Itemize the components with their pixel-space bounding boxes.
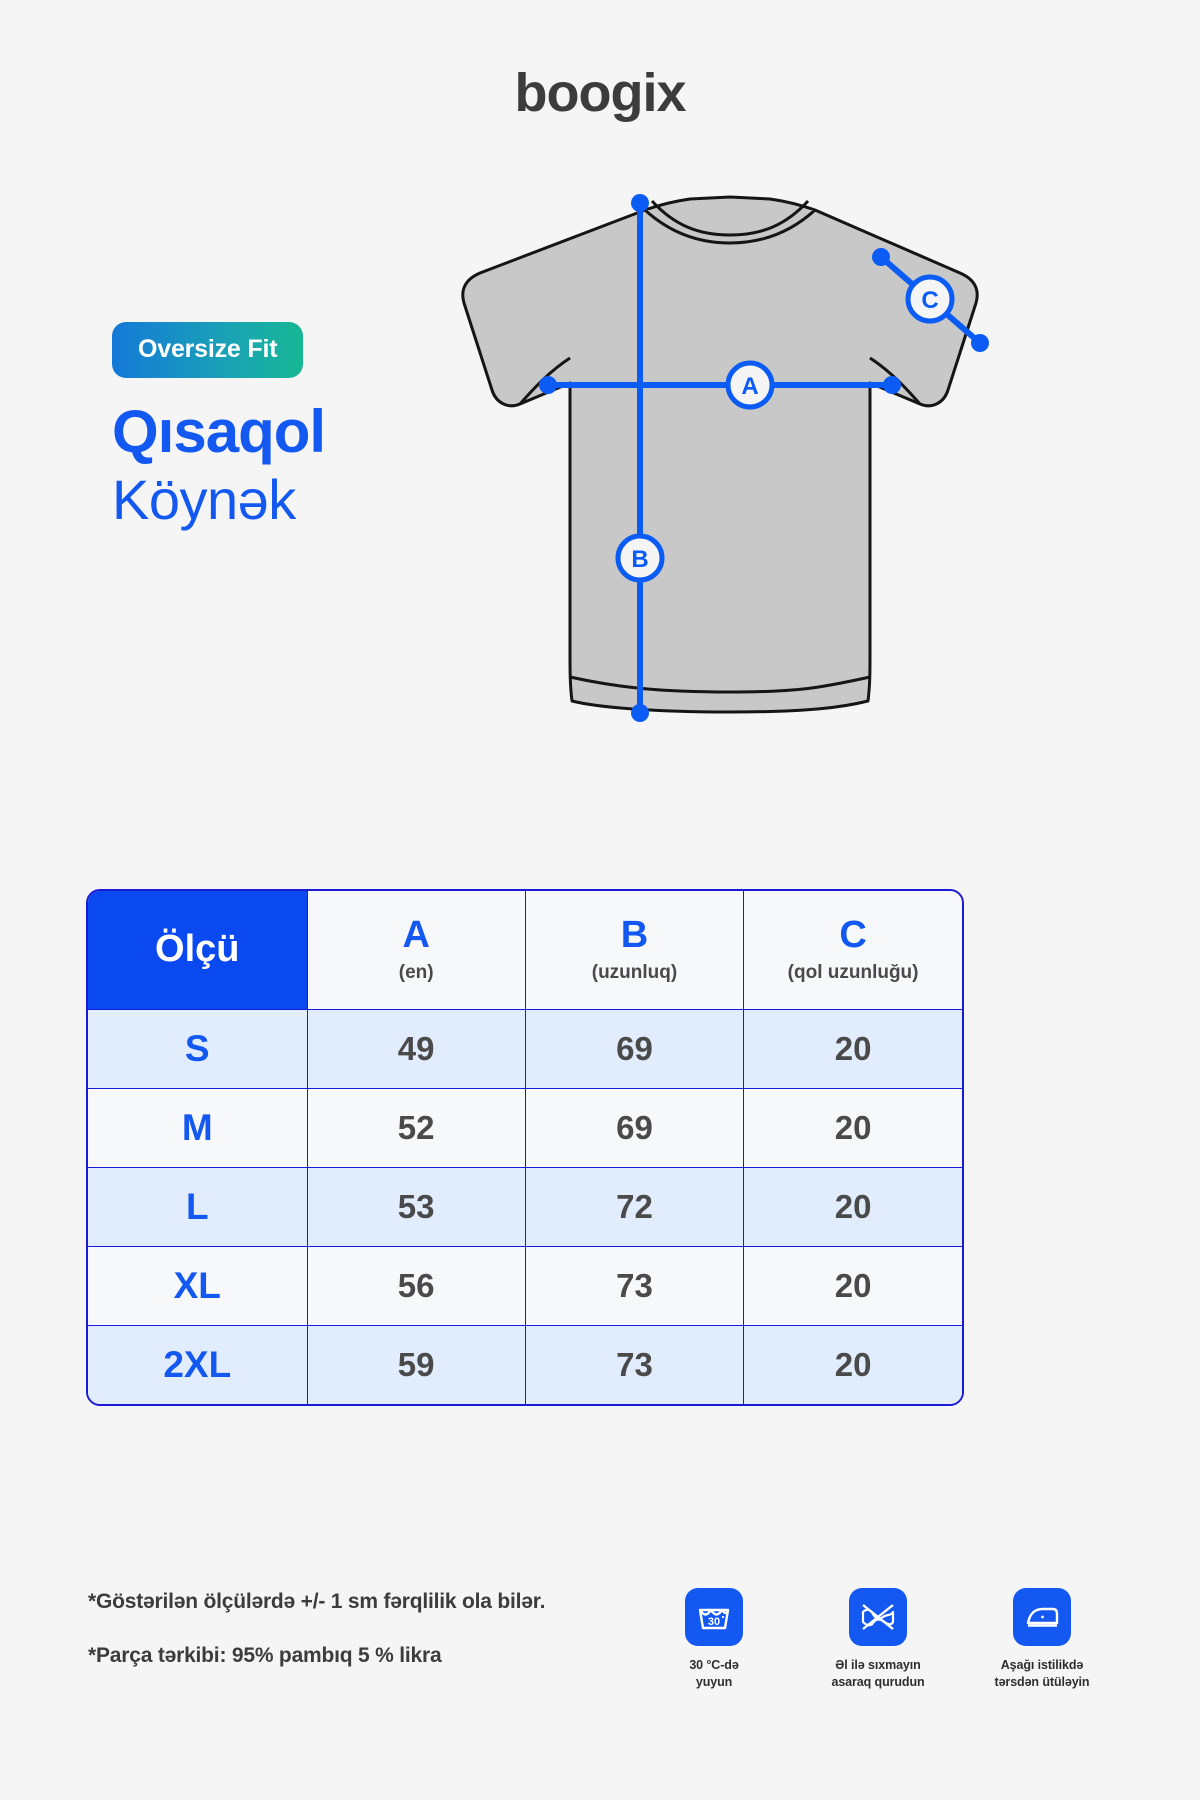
table-row: L 53 72 20: [88, 1166, 962, 1247]
tshirt-diagram: A B C: [400, 185, 1020, 755]
row-value-a: 59: [306, 1324, 526, 1404]
row-value-c: 20: [743, 1245, 962, 1326]
wash-30-icon: 30: [685, 1588, 743, 1646]
footnotes: *Göstərilən ölçülərdə +/- 1 sm fərqlilik…: [88, 1590, 668, 1668]
header-b-letter: B: [620, 913, 649, 956]
row-size: 2XL: [88, 1324, 308, 1404]
row-value-a: 52: [306, 1087, 526, 1168]
size-table-head: Ölçü A (en) B (uzunluq) C (qol uzunluğu): [88, 891, 962, 1010]
header-b-sub: (uzunluq): [591, 961, 678, 983]
row-size: M: [88, 1087, 308, 1168]
fit-badge: Oversize Fit: [112, 322, 304, 378]
low-heat-iron-icon: [1013, 1588, 1071, 1646]
brand-logo: boogix: [514, 63, 687, 123]
row-value-a: 56: [306, 1245, 526, 1326]
svg-text:30: 30: [708, 1616, 720, 1628]
header-a-sub: (en): [398, 961, 434, 983]
care-item-wash: 30 30 °C-də yuyun: [655, 1588, 773, 1691]
row-value-b: 73: [524, 1245, 745, 1326]
header-b: B (uzunluq): [524, 891, 745, 1010]
marker-c-label: C: [921, 287, 938, 314]
row-value-a: 49: [306, 1008, 526, 1089]
row-size: XL: [88, 1245, 308, 1326]
row-value-c: 20: [743, 1087, 962, 1168]
header-a: A (en): [306, 891, 526, 1010]
header-size: Ölçü: [88, 891, 308, 1010]
marker-a-label: A: [741, 373, 758, 400]
product-title-primary: Qısaqol: [112, 398, 326, 465]
care-label-wring: Əl ilə sıxmayın asaraq qurudun: [831, 1658, 925, 1689]
table-row: M 52 69 20: [88, 1087, 962, 1168]
header-c: C (qol uzunluğu): [743, 891, 962, 1010]
size-table: Ölçü A (en) B (uzunluq) C (qol uzunluğu): [88, 891, 962, 1404]
row-size: L: [88, 1166, 308, 1247]
table-row: XL 56 73 20: [88, 1245, 962, 1326]
row-value-b: 73: [524, 1324, 745, 1404]
table-row: S 49 69 20: [88, 1008, 962, 1089]
row-value-c: 20: [743, 1008, 962, 1089]
marker-b-label: B: [631, 546, 648, 573]
care-instructions: 30 30 °C-də yuyun Əl ilə sıxmayın asaraq q…: [655, 1588, 1101, 1691]
do-not-wring-icon: [849, 1588, 907, 1646]
header-a-letter: A: [402, 913, 430, 956]
row-value-c: 20: [743, 1166, 962, 1247]
care-label-iron: Aşağı istilikdə tərsdən ütüləyin: [994, 1658, 1090, 1689]
care-item-iron: Aşağı istilikdə tərsdən ütüləyin: [983, 1588, 1101, 1691]
header-c-sub: (qol uzunluğu): [787, 961, 919, 983]
product-title-secondary: Köynək: [112, 468, 296, 531]
row-value-a: 53: [306, 1166, 526, 1247]
footnote-composition: *Parça tərkibi: 95% pambıq 5 % likra: [88, 1644, 442, 1667]
row-value-b: 69: [524, 1008, 745, 1089]
size-table-container: Ölçü A (en) B (uzunluq) C (qol uzunluğu): [86, 889, 964, 1406]
hero-panel: Oversize Fit Qısaqol Köynək: [112, 322, 482, 530]
table-header-row: Ölçü A (en) B (uzunluq) C (qol uzunluğu): [88, 891, 962, 1010]
care-label-wash: 30 °C-də yuyun: [689, 1658, 739, 1689]
header-c-letter: C: [839, 913, 867, 956]
row-size: S: [88, 1008, 308, 1089]
row-value-b: 69: [524, 1087, 745, 1168]
size-table-body: S 49 69 20 M 52 69 20 L 53 72 20: [88, 1008, 962, 1404]
care-item-wring: Əl ilə sıxmayın asaraq qurudun: [819, 1588, 937, 1691]
table-row: 2XL 59 73 20: [88, 1324, 962, 1404]
footnote-tolerance: *Göstərilən ölçülərdə +/- 1 sm fərqlilik…: [88, 1590, 546, 1613]
row-value-b: 72: [524, 1166, 745, 1247]
row-value-c: 20: [743, 1324, 962, 1404]
